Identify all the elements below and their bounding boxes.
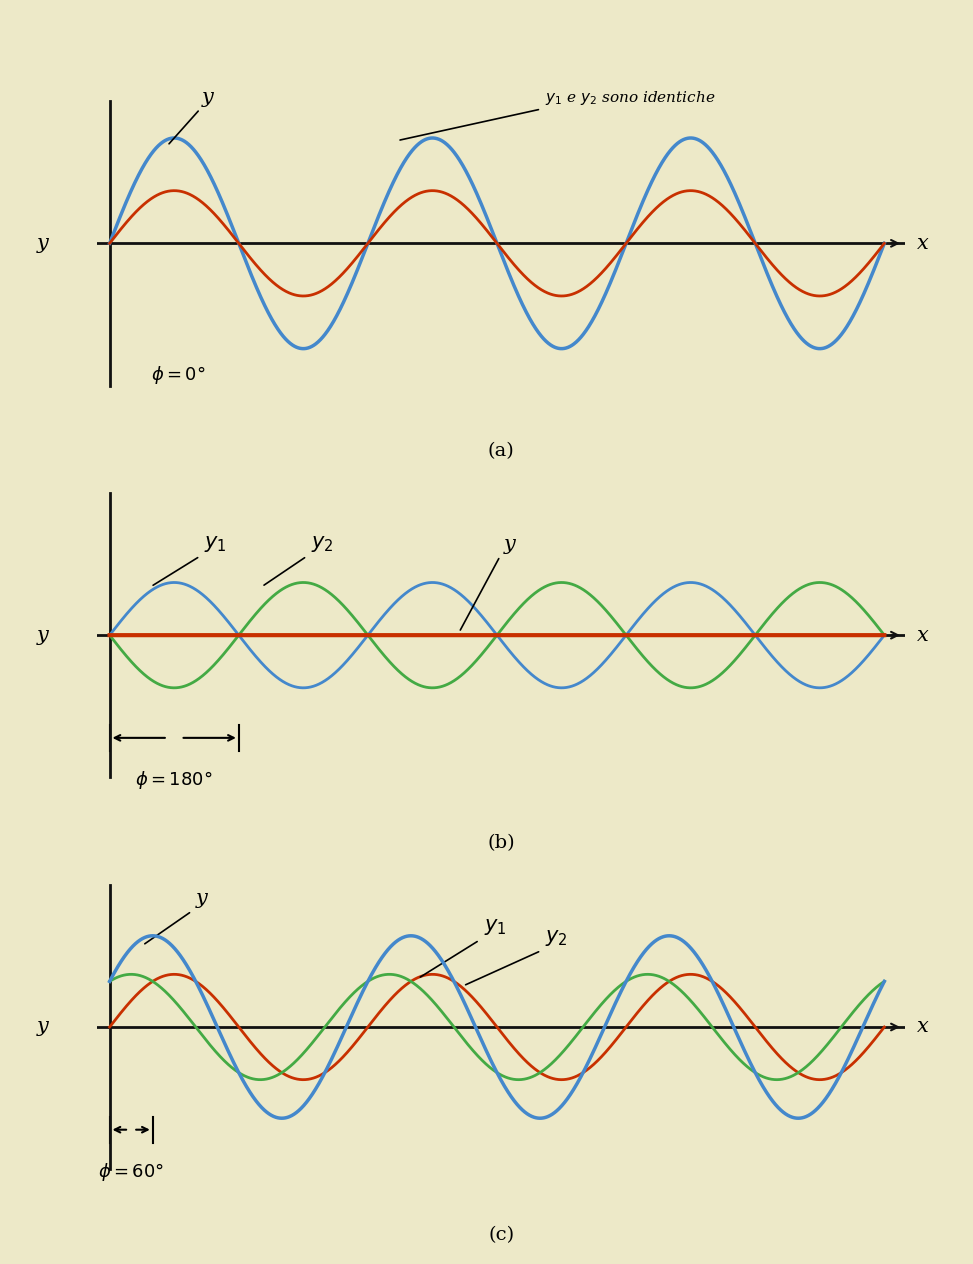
Text: x: x	[917, 234, 929, 253]
Text: y: y	[196, 890, 207, 909]
Text: (c): (c)	[488, 1226, 514, 1244]
Text: y: y	[202, 88, 214, 107]
Text: $y_1$: $y_1$	[204, 533, 227, 554]
Text: $\phi = 180°$: $\phi = 180°$	[135, 770, 213, 791]
Text: $\phi = 60°$: $\phi = 60°$	[98, 1162, 164, 1183]
Text: x: x	[917, 626, 929, 645]
Text: y: y	[37, 234, 49, 253]
Text: $y_1$ e $y_2$ sono identiche: $y_1$ e $y_2$ sono identiche	[545, 90, 716, 107]
Text: $y_1$: $y_1$	[484, 918, 506, 938]
Text: $y_2$: $y_2$	[311, 533, 334, 554]
Text: $y_2$: $y_2$	[545, 928, 568, 948]
Text: $\phi = 0°$: $\phi = 0°$	[151, 364, 205, 387]
Text: y: y	[504, 535, 516, 554]
Text: y: y	[37, 1018, 49, 1036]
Text: y: y	[37, 626, 49, 645]
Text: (a): (a)	[487, 442, 515, 460]
Text: (b): (b)	[487, 834, 515, 852]
Text: x: x	[917, 1018, 929, 1036]
